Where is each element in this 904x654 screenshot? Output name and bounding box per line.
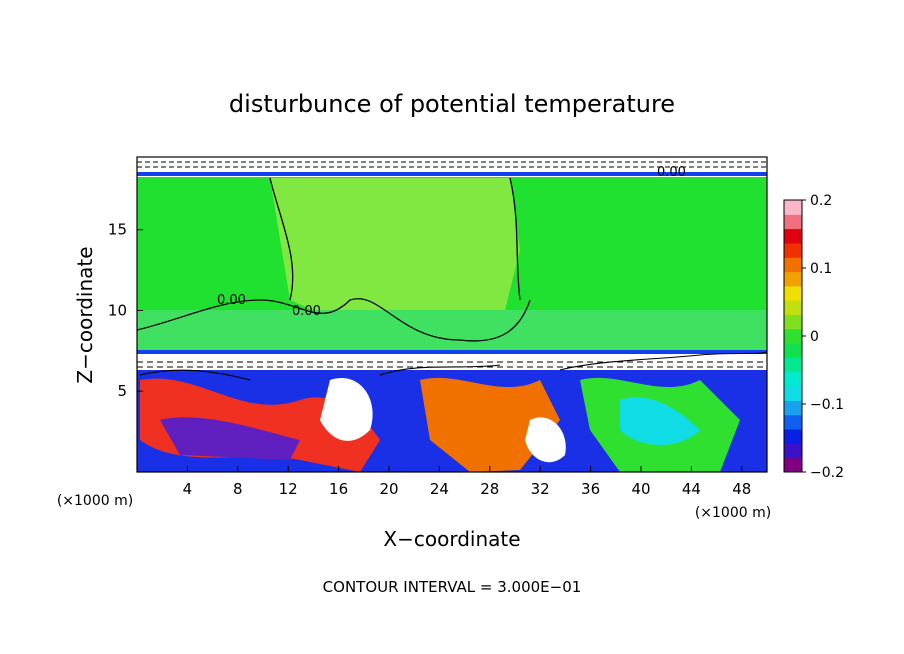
y-tick-label: 15 xyxy=(108,221,127,239)
colorbar-swatch xyxy=(784,328,802,344)
colorbar-swatch xyxy=(784,343,802,358)
x-tick-label: 48 xyxy=(732,480,751,498)
x-tick-label: 28 xyxy=(480,480,499,498)
x-tick-label: 40 xyxy=(631,480,650,498)
contour-line-plume xyxy=(269,177,521,301)
x-unit-right: (×1000 m) xyxy=(695,505,771,521)
x-tick-label: 20 xyxy=(379,480,398,498)
x-tick-label: 32 xyxy=(531,480,550,498)
colorbar-swatch xyxy=(784,242,802,258)
field-tropopause-blue xyxy=(137,172,767,176)
x-unit-left: (×1000 m) xyxy=(57,493,133,509)
x-tick-label: 44 xyxy=(682,480,701,498)
y-axis-label: Z−coordinate xyxy=(73,246,97,383)
colorbar-swatch xyxy=(784,228,802,244)
colorbar-swatch xyxy=(784,414,802,430)
contour-label-2: 0.00 xyxy=(292,304,321,319)
colorbar-tick-label: 0.1 xyxy=(810,261,832,277)
colorbar-swatch xyxy=(784,200,802,215)
colorbar-swatch xyxy=(784,314,802,330)
x-tick-label: 16 xyxy=(329,480,348,498)
contour-line-top xyxy=(137,161,767,168)
y-tick-label: 10 xyxy=(108,301,127,319)
y-tick-label: 5 xyxy=(117,382,127,400)
x-tick-label: 8 xyxy=(233,480,243,498)
plot-frame xyxy=(136,156,768,473)
colorbar-tick-label: 0.2 xyxy=(810,193,832,209)
x-tick-label: 12 xyxy=(279,480,298,498)
colorbar-swatch xyxy=(784,257,802,273)
plot-area: 0.00 0.00 0.00 4 8 12 16 20 24 28 32 36 40 44 48 51… xyxy=(108,156,768,498)
field-lower-white-1 xyxy=(320,378,373,441)
x-axis-label: X−coordinate xyxy=(383,527,520,551)
field-lower-cool xyxy=(160,417,300,460)
contour-line-upper xyxy=(137,298,531,342)
field-lower-white-2 xyxy=(525,417,566,463)
colorbar-swatch xyxy=(784,386,802,401)
field-inversion-band xyxy=(137,352,767,370)
y-axis: 5 10 15 xyxy=(108,221,143,400)
chart-title: disturbunce of potential temperature xyxy=(229,90,675,118)
field-inversion-blue xyxy=(137,350,767,354)
colorbar: 0.2 0.1 0 −0.1 −0.2 xyxy=(783,193,844,481)
colorbar-swatch xyxy=(784,285,802,301)
x-tick-label: 24 xyxy=(430,480,449,498)
colorbar-swatch xyxy=(784,357,802,373)
colorbar-swatch xyxy=(784,300,802,316)
contour-interval-note: CONTOUR INTERVAL = 3.000E−01 xyxy=(323,578,582,596)
x-tick-label: 4 xyxy=(183,480,193,498)
field-lower-warm-2 xyxy=(420,377,560,472)
x-axis: 4 8 12 16 20 24 28 32 36 40 44 48 xyxy=(183,466,751,498)
contour-label-3: 0.00 xyxy=(657,165,686,180)
field-lower-cyan xyxy=(620,397,700,445)
colorbar-swatch xyxy=(784,214,802,230)
colorbar-swatch xyxy=(784,443,802,459)
colorbar-swatch xyxy=(784,271,802,287)
colorbar-swatch xyxy=(784,429,802,444)
colorbar-swatch xyxy=(784,457,802,473)
colorbar-swatch xyxy=(784,400,802,416)
colorbar-tick-label: −0.1 xyxy=(810,397,844,413)
field-upper-plume xyxy=(270,178,520,350)
heatmap-field: 0.00 0.00 0.00 xyxy=(137,157,767,472)
colorbar-tick-label: −0.2 xyxy=(810,465,844,481)
x-tick-label: 36 xyxy=(581,480,600,498)
contour-line-dashed xyxy=(137,361,767,368)
colorbar-tick-label: 0 xyxy=(810,329,819,345)
colorbar-swatch xyxy=(784,371,802,387)
field-upper-band xyxy=(137,310,767,355)
contour-label-1: 0.00 xyxy=(217,293,246,308)
